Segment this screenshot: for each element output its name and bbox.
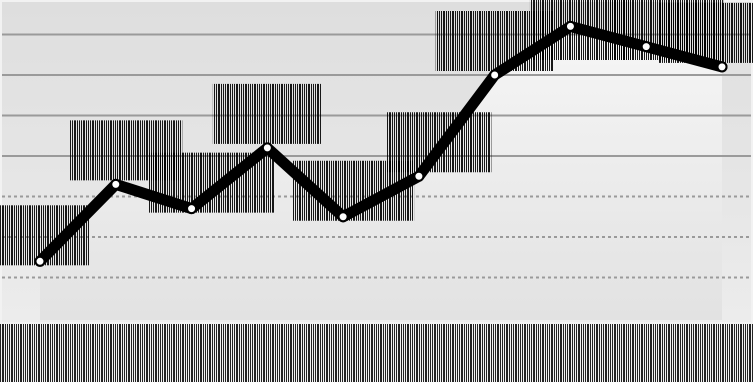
series-line <box>34 20 728 267</box>
area-fill <box>40 26 722 321</box>
x-axis-strip <box>0 324 753 382</box>
data-point <box>716 61 728 73</box>
data-point <box>489 69 501 81</box>
data-point <box>186 203 198 215</box>
data-label <box>212 83 322 144</box>
data-point <box>413 170 425 182</box>
data-point <box>337 211 349 223</box>
area-under-line <box>40 26 722 321</box>
data-point <box>640 41 652 53</box>
data-point-group <box>34 20 728 267</box>
series-line-group <box>34 20 728 267</box>
data-point <box>110 178 122 190</box>
data-point <box>34 255 46 267</box>
data-point <box>564 20 576 32</box>
data-point <box>261 142 273 154</box>
